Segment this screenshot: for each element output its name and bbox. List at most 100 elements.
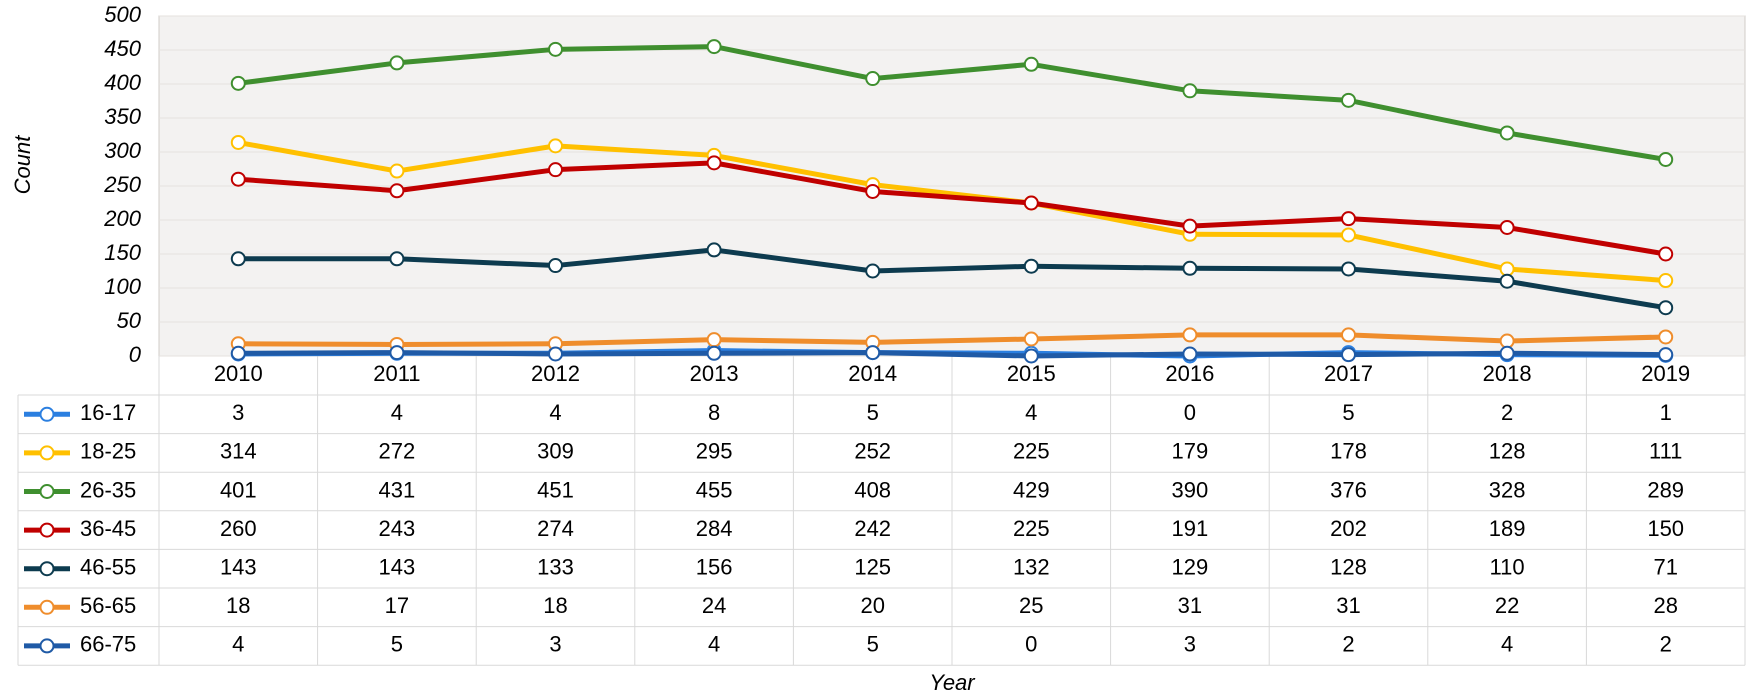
point bbox=[865, 263, 881, 279]
table-value: 5 bbox=[391, 632, 403, 657]
point bbox=[230, 251, 246, 267]
table-value: 0 bbox=[1184, 400, 1196, 425]
table-value: 272 bbox=[379, 439, 416, 464]
legend-label: 26-35 bbox=[80, 477, 136, 502]
point bbox=[548, 138, 563, 154]
legend-marker bbox=[39, 638, 55, 654]
point bbox=[1023, 348, 1039, 364]
point bbox=[548, 41, 563, 57]
table-value: 71 bbox=[1653, 555, 1677, 580]
table-value: 2 bbox=[1501, 400, 1513, 425]
point bbox=[230, 134, 246, 150]
table-value: 156 bbox=[696, 555, 733, 580]
x-tick-label: 2011 bbox=[373, 361, 420, 386]
y-tick-label: 50 bbox=[117, 308, 142, 333]
table-value: 5 bbox=[867, 400, 879, 425]
point bbox=[1182, 218, 1198, 234]
table-value: 28 bbox=[1653, 593, 1677, 618]
table-value: 20 bbox=[860, 593, 884, 618]
table-value: 252 bbox=[854, 439, 891, 464]
table-value: 408 bbox=[854, 477, 891, 502]
legend-marker bbox=[39, 406, 55, 422]
legend-label: 16-17 bbox=[80, 400, 136, 425]
point bbox=[1658, 347, 1674, 363]
point bbox=[706, 242, 722, 258]
table-value: 376 bbox=[1330, 477, 1367, 502]
table-value: 4 bbox=[232, 632, 244, 657]
legend-label: 56-65 bbox=[80, 593, 136, 618]
point bbox=[1658, 329, 1674, 345]
legend-label: 36-45 bbox=[80, 516, 136, 541]
table-value: 4 bbox=[1501, 632, 1513, 657]
table-value: 1 bbox=[1660, 400, 1672, 425]
table-value: 25 bbox=[1019, 593, 1043, 618]
table-value: 132 bbox=[1013, 555, 1050, 580]
table-value: 178 bbox=[1330, 439, 1367, 464]
table-value: 189 bbox=[1489, 516, 1526, 541]
table-value: 225 bbox=[1013, 516, 1050, 541]
table-value: 4 bbox=[391, 400, 403, 425]
point bbox=[548, 162, 563, 178]
table-value: 8 bbox=[708, 400, 720, 425]
series-line bbox=[238, 247, 1667, 311]
x-tick-label: 2016 bbox=[1165, 361, 1214, 386]
y-tick-label: 100 bbox=[104, 274, 141, 299]
point bbox=[230, 75, 246, 91]
table-value: 242 bbox=[854, 516, 891, 541]
table-value: 289 bbox=[1647, 477, 1684, 502]
point bbox=[1023, 56, 1039, 72]
series-line bbox=[238, 350, 1666, 359]
legend-marker bbox=[39, 599, 55, 615]
legend-marker bbox=[39, 561, 55, 577]
point bbox=[1023, 331, 1039, 347]
point bbox=[865, 345, 881, 361]
legend-marker bbox=[39, 445, 55, 461]
x-tick-label: 2019 bbox=[1641, 361, 1690, 386]
table-value: 3 bbox=[549, 632, 561, 657]
point bbox=[1499, 219, 1515, 235]
point bbox=[1341, 211, 1356, 227]
x-tick-label: 2017 bbox=[1324, 361, 1373, 386]
table-value: 3 bbox=[232, 400, 244, 425]
point bbox=[389, 345, 405, 361]
table-value: 129 bbox=[1172, 555, 1209, 580]
series-line bbox=[237, 140, 1666, 284]
x-tick-label: 2012 bbox=[531, 361, 580, 386]
table-value: 4 bbox=[549, 400, 561, 425]
y-axis-label: Count bbox=[10, 135, 35, 195]
point bbox=[548, 346, 563, 362]
point bbox=[1499, 261, 1515, 277]
x-tick-label: 2013 bbox=[690, 361, 739, 386]
table-value: 274 bbox=[537, 516, 574, 541]
y-tick-label: 200 bbox=[103, 206, 141, 231]
point bbox=[1341, 227, 1356, 243]
table-value: 455 bbox=[696, 477, 733, 502]
table-value: 133 bbox=[537, 555, 574, 580]
table-value: 143 bbox=[220, 555, 257, 580]
table-value: 111 bbox=[1649, 439, 1682, 464]
point bbox=[1023, 195, 1039, 211]
y-tick-label: 250 bbox=[103, 172, 141, 197]
point bbox=[1182, 346, 1198, 362]
legend-label: 66-75 bbox=[80, 632, 136, 657]
y-tick-label: 150 bbox=[104, 240, 141, 265]
table-value: 18 bbox=[226, 593, 250, 618]
series-line bbox=[238, 332, 1666, 347]
table-value: 2 bbox=[1660, 632, 1672, 657]
table-value: 314 bbox=[220, 439, 257, 464]
point bbox=[389, 183, 405, 199]
table-value: 3 bbox=[1184, 632, 1196, 657]
point bbox=[1341, 261, 1356, 277]
table-value: 0 bbox=[1025, 632, 1037, 657]
point bbox=[1182, 260, 1198, 276]
y-tick-label: 450 bbox=[104, 36, 141, 61]
table-value: 451 bbox=[537, 477, 574, 502]
point bbox=[1499, 125, 1515, 141]
series-line bbox=[237, 44, 1667, 162]
point bbox=[1658, 300, 1674, 316]
point bbox=[1182, 83, 1198, 99]
table-value: 128 bbox=[1489, 439, 1526, 464]
y-tick-label: 0 bbox=[129, 342, 142, 367]
table-value: 390 bbox=[1172, 477, 1209, 502]
point bbox=[389, 55, 405, 71]
